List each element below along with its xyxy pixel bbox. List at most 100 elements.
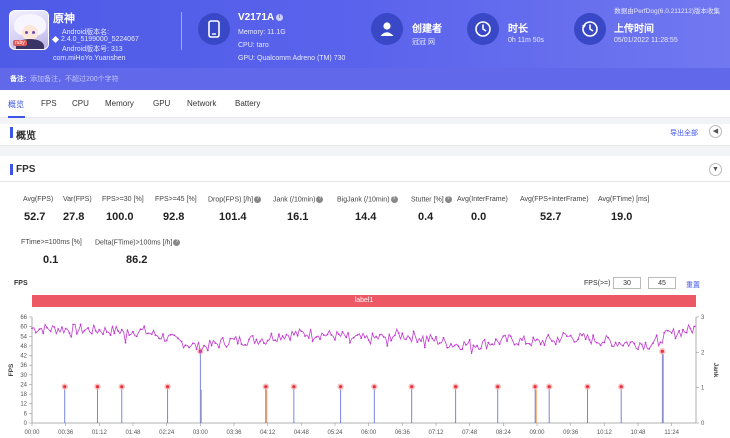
fps-point (629, 341, 632, 344)
fps-point (128, 334, 131, 337)
fps-point (554, 343, 557, 346)
fps-point (453, 344, 456, 347)
collapse-down-icon[interactable]: ▼ (709, 163, 722, 176)
fps-point (509, 335, 512, 338)
bigjank-marker (63, 385, 67, 389)
fps-point (442, 336, 445, 339)
fps-threshold-input-2[interactable] (648, 277, 676, 289)
fps-point (188, 346, 191, 349)
x-tick-label: 07:12 (429, 430, 445, 436)
fps-threshold-input-1[interactable] (613, 277, 641, 289)
fps-point (588, 338, 591, 341)
help-icon[interactable]: ? (173, 239, 181, 246)
fps-point (132, 330, 134, 333)
fps-point (397, 332, 400, 334)
fps-point (94, 329, 97, 332)
fps-series-line (31, 322, 697, 355)
report-header: ruby 原神 Android版本名: 2.4.0_5199000_522406… (0, 0, 730, 68)
tab-battery[interactable]: Battery (235, 99, 261, 108)
help-icon[interactable]: ? (254, 196, 262, 203)
fps-point (569, 334, 572, 337)
fps-point (34, 331, 37, 334)
fps-point (98, 328, 101, 331)
metric-label: Jank (/10min)? (273, 196, 324, 203)
bigjank-marker (120, 385, 124, 389)
y2-tick-label: 3 (701, 315, 705, 321)
fps-point (143, 325, 146, 328)
fps-point (423, 346, 426, 349)
header-divider (181, 12, 182, 50)
y-tick-label: 42 (20, 354, 27, 360)
bigjank-marker (454, 385, 458, 389)
fps-point (678, 329, 681, 332)
fps-point (195, 348, 198, 350)
metric-value: 101.4 (219, 211, 247, 223)
help-icon[interactable]: ? (390, 196, 398, 203)
x-tick-label: 04:12 (260, 430, 276, 436)
device-cpu: CPU: taro (238, 42, 269, 49)
fps-point (487, 341, 490, 344)
tab-fps[interactable]: FPS (41, 99, 57, 108)
metric-label: Drop(FPS) [/h]? (208, 196, 262, 203)
fps-point (371, 332, 374, 335)
fps-point (46, 326, 48, 329)
fps-point (248, 338, 250, 341)
bigjank-marker (292, 385, 296, 389)
user-icon (371, 13, 403, 45)
fps-point (117, 330, 119, 332)
tab-network[interactable]: Network (187, 99, 217, 108)
bigjank-marker (264, 385, 268, 389)
info-icon[interactable]: i (276, 13, 284, 21)
fps-point (483, 338, 486, 341)
fps-point (251, 334, 254, 337)
x-tick-label: 10:12 (597, 430, 613, 436)
fps-point (124, 341, 127, 344)
export-all-link[interactable]: 导出全部 (670, 130, 698, 137)
y-tick-label: 24 (20, 382, 27, 388)
fps-point (375, 335, 378, 338)
fps-point (120, 328, 123, 331)
creator-title: 创建者 (412, 24, 442, 35)
metric-value: 14.4 (355, 211, 377, 223)
fps-point (468, 338, 471, 341)
collapse-left-icon[interactable]: ◀ (709, 125, 722, 138)
help-icon[interactable]: ? (316, 196, 324, 203)
tab-cpu[interactable]: CPU (72, 99, 89, 108)
fps-point (603, 341, 606, 344)
fps-point (581, 334, 583, 337)
fps-point (206, 349, 209, 352)
fps-point (577, 338, 580, 341)
tab-gpu[interactable]: GPU (153, 99, 171, 108)
creator-value: 冠冠 网 (412, 39, 435, 46)
remark-input[interactable]: 添加备注，不超过200个字符 (30, 76, 119, 83)
fps-point (420, 340, 422, 342)
fps-point (64, 327, 67, 330)
reset-link[interactable]: 重置 (686, 282, 700, 289)
help-icon[interactable]: ? (444, 196, 452, 203)
fps-point (349, 341, 351, 344)
fps-point (655, 334, 658, 337)
label-band[interactable]: label1 (32, 295, 696, 307)
x-tick-label: 07:48 (462, 430, 478, 436)
fps-point (38, 328, 41, 330)
active-tab-indicator (8, 116, 25, 118)
fps-point (667, 329, 669, 332)
fps-point (592, 334, 595, 337)
tab-overview[interactable]: 概览 (8, 100, 24, 109)
overview-title: 概览 (16, 131, 36, 142)
metric-label: Avg(FPS) (23, 196, 54, 203)
fps-point (173, 334, 176, 337)
tab-memory[interactable]: Memory (105, 99, 134, 108)
metric-label: FTime>=100ms [%] (21, 239, 82, 246)
fps-point (528, 342, 531, 345)
fps-point (255, 338, 258, 341)
x-tick-label: 02:24 (159, 430, 175, 436)
x-tick-label: 08:24 (496, 430, 512, 436)
fps-point (494, 338, 497, 341)
fps-point (274, 339, 277, 341)
fps-point (352, 336, 355, 339)
fps-point (87, 327, 90, 329)
y-axis-title: FPS (8, 363, 15, 376)
y-tick-label: 18 (20, 392, 27, 398)
